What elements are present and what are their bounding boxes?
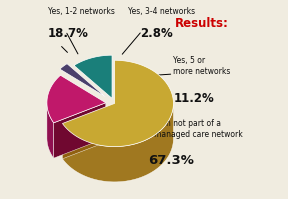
Polygon shape — [62, 103, 115, 159]
Text: 11.2%: 11.2% — [173, 92, 214, 105]
Text: 2.8%: 2.8% — [140, 27, 173, 40]
Polygon shape — [60, 64, 105, 97]
Polygon shape — [62, 60, 173, 147]
Text: 67.3%: 67.3% — [148, 154, 194, 167]
Polygon shape — [62, 105, 173, 182]
Text: I am not part of a
managed care network: I am not part of a managed care network — [154, 119, 242, 139]
Polygon shape — [74, 55, 112, 98]
Text: 18.7%: 18.7% — [48, 27, 89, 40]
Polygon shape — [54, 103, 106, 158]
Text: Yes, 5 or
more networks: Yes, 5 or more networks — [173, 56, 231, 76]
Text: Yes, 1-2 networks: Yes, 1-2 networks — [48, 7, 115, 16]
Text: Results:: Results: — [175, 17, 228, 30]
Polygon shape — [47, 103, 54, 158]
Polygon shape — [47, 75, 106, 123]
Text: Yes, 3-4 networks: Yes, 3-4 networks — [128, 7, 196, 16]
